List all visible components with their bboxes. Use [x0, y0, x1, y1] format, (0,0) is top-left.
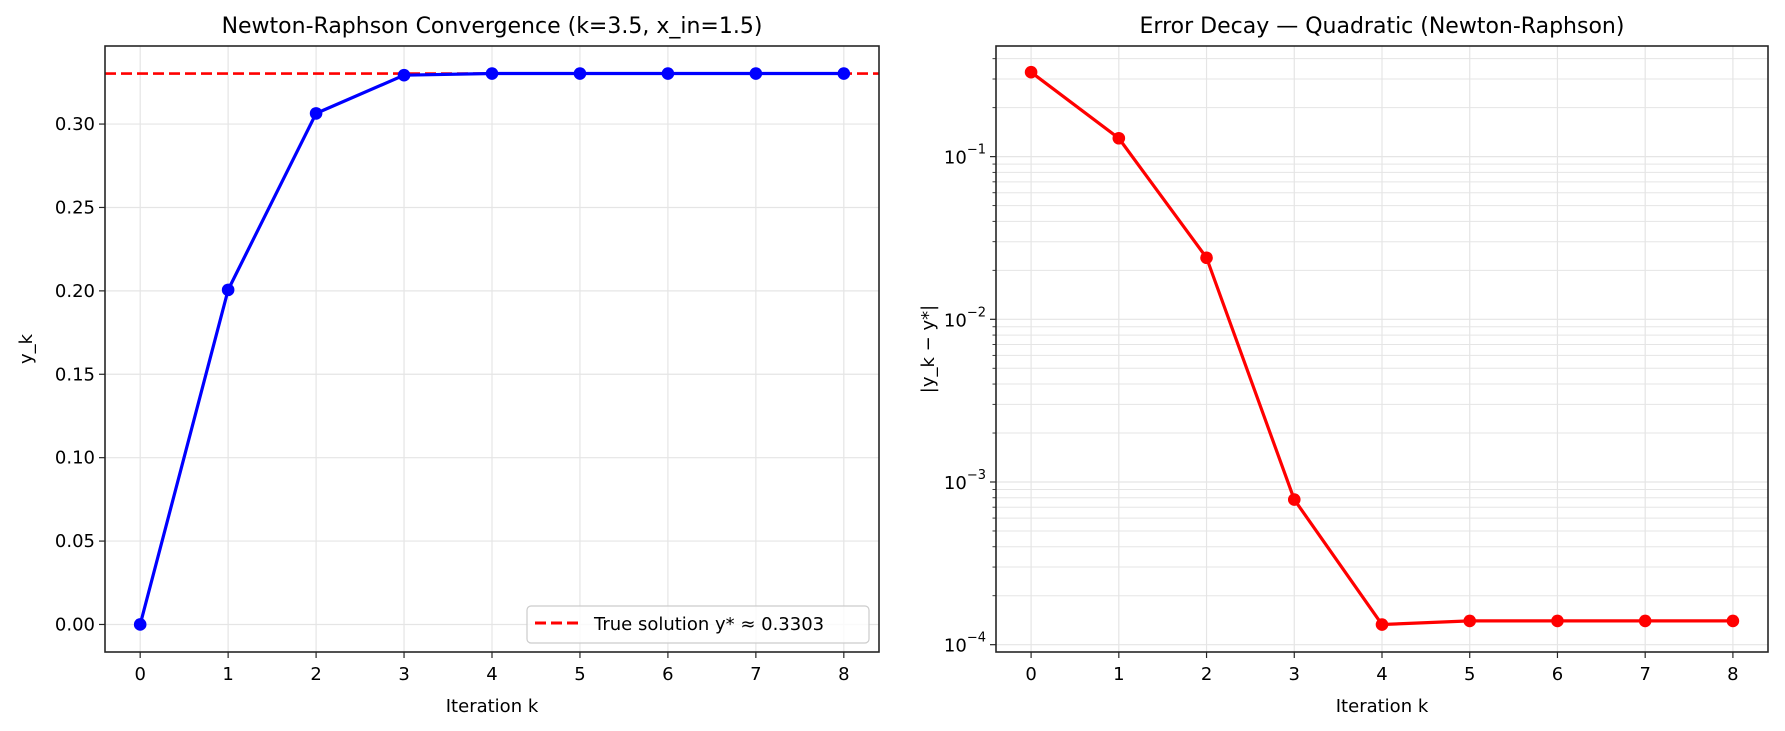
data-point-marker — [749, 67, 763, 80]
x-tick-label: 6 — [662, 664, 673, 685]
error-decay-chart: 0 1 2 3 4 5 6 7 8 10−4 10−3 10−2 10−1 Error Decay —… — [918, 14, 1769, 717]
data-point-marker — [573, 67, 587, 80]
convergence-x-axis-label: Iteration k — [446, 696, 539, 717]
data-point-marker — [1463, 614, 1477, 628]
legend: True solution y* ≈ 0.3303 — [526, 605, 870, 644]
x-tick-label: 1 — [1113, 664, 1124, 685]
data-point-marker — [661, 67, 675, 80]
x-tick-label: 7 — [1639, 664, 1650, 685]
data-point-marker — [1287, 493, 1301, 506]
y-tick-label: 10−1 — [944, 143, 986, 169]
convergence-series — [133, 67, 851, 631]
data-point-marker — [1112, 131, 1126, 145]
error-x-axis-label: Iteration k — [1336, 696, 1429, 717]
x-tick-label: 6 — [1552, 664, 1563, 685]
legend-label: True solution y* ≈ 0.3303 — [593, 614, 824, 635]
y-tick-label: 0.25 — [55, 197, 95, 218]
x-tick-label: 0 — [1025, 664, 1036, 685]
error-grid — [996, 46, 1768, 652]
convergence-y-axis-label: y_k — [16, 333, 37, 364]
x-tick-label: 0 — [134, 664, 145, 685]
x-tick-label: 2 — [310, 664, 321, 685]
data-point-marker — [1375, 618, 1389, 631]
data-point-marker — [1200, 251, 1213, 265]
data-point-marker — [1726, 614, 1740, 628]
y-tick-label: 10−2 — [944, 305, 986, 331]
error-series — [1024, 65, 1740, 631]
y-tick-label: 0.05 — [55, 531, 95, 552]
x-tick-label: 3 — [398, 664, 409, 685]
data-point-marker — [1024, 65, 1038, 79]
y-tick-label: 0.10 — [55, 448, 95, 469]
x-tick-label: 5 — [574, 664, 585, 685]
x-tick-label: 4 — [486, 664, 497, 685]
y-tick-label: 0.20 — [55, 281, 95, 302]
data-point-marker — [397, 68, 411, 82]
y-tick-label: 10−4 — [944, 631, 986, 657]
y-tick-label: 0.30 — [55, 114, 95, 135]
error-y-ticks: 10−4 10−3 10−2 10−1 — [944, 58, 996, 657]
data-point-marker — [133, 618, 147, 631]
legend-box — [526, 605, 870, 644]
convergence-x-ticks: 0 1 2 3 4 5 6 7 8 — [134, 652, 850, 685]
error-chart-title: Error Decay — Quadratic (Newton-Raphson) — [1140, 14, 1625, 39]
error-x-ticks: 0 1 2 3 4 5 6 7 8 — [1025, 652, 1739, 685]
data-point-marker — [309, 107, 323, 120]
x-tick-label: 1 — [222, 664, 233, 685]
y-tick-label: 0.00 — [55, 614, 95, 635]
data-point-marker — [837, 67, 851, 80]
data-point-marker — [1638, 614, 1652, 628]
data-point-marker — [221, 283, 235, 297]
convergence-y-ticks: 0.00 0.05 0.10 0.15 0.20 0.25 0.30 — [55, 114, 105, 635]
x-tick-label: 4 — [1376, 664, 1387, 685]
y-tick-label: 0.15 — [55, 364, 95, 385]
x-tick-label: 8 — [838, 664, 849, 685]
x-tick-label: 7 — [750, 664, 761, 685]
x-tick-label: 8 — [1727, 664, 1738, 685]
data-point-marker — [1551, 614, 1564, 628]
data-point-marker — [485, 67, 499, 80]
x-tick-label: 3 — [1289, 664, 1300, 685]
error-y-axis-label: |y_k − y*| — [918, 305, 939, 393]
y-tick-label: 10−3 — [944, 468, 986, 494]
x-tick-label: 2 — [1201, 664, 1212, 685]
convergence-chart-title: Newton-Raphson Convergence (k=3.5, x_in=… — [222, 14, 763, 39]
x-tick-label: 5 — [1464, 664, 1475, 685]
convergence-chart: 0 1 2 3 4 5 6 7 8 0.00 0.05 0.10 0.15 0.20 0.25 0.30 N… — [16, 14, 880, 717]
